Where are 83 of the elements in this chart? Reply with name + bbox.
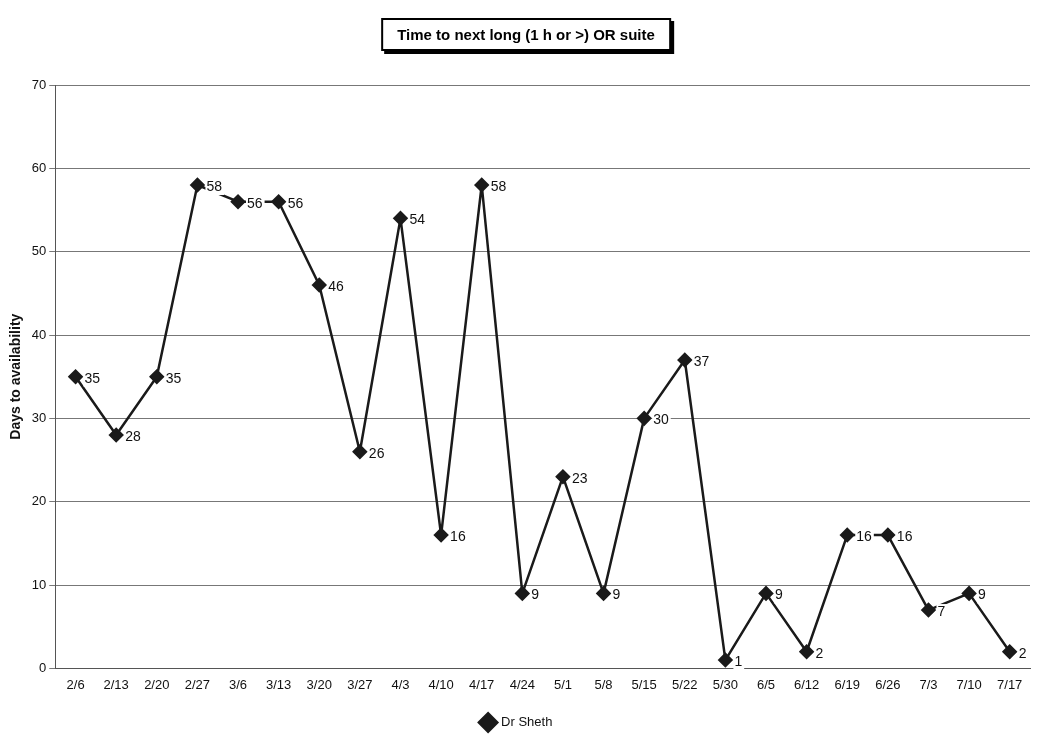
data-label: 30 (653, 411, 669, 428)
legend-label: Dr Sheth (501, 714, 553, 730)
x-tick-label: 4/17 (469, 676, 495, 692)
data-label: 16 (856, 527, 873, 544)
x-tick-label: 5/8 (594, 676, 613, 692)
x-tick-label: 3/27 (347, 676, 373, 692)
data-label: 28 (125, 427, 141, 444)
x-tick-label: 6/5 (756, 676, 776, 692)
point (108, 427, 124, 443)
x-tick-label: 5/30 (712, 676, 739, 692)
data-label: 9 (775, 586, 784, 603)
point (149, 369, 165, 384)
data-label: 2 (1018, 644, 1027, 661)
x-tick-label: 6/26 (875, 676, 901, 692)
chart-title: Time to next long (1 h or >) OR suite (381, 18, 671, 51)
x-tick-label: 7/3 (919, 676, 938, 692)
x-tick-label: 2/27 (184, 676, 211, 692)
point (230, 194, 246, 209)
data-label: 23 (571, 469, 588, 486)
point (718, 652, 733, 668)
x-tick-label: 4/3 (391, 676, 410, 692)
data-label: 56 (247, 194, 263, 211)
data-label: 16 (450, 527, 466, 544)
point (68, 369, 83, 384)
point (271, 194, 286, 209)
y-tick-label: 20 (31, 493, 47, 509)
data-label: 54 (409, 211, 426, 228)
data-label: 2 (815, 644, 824, 661)
y-tick-label: 50 (31, 243, 47, 259)
data-label: 56 (287, 194, 304, 211)
point (758, 586, 774, 601)
point (474, 177, 489, 193)
data-label: 58 (490, 177, 507, 194)
data-label: 37 (693, 352, 710, 369)
point (393, 211, 408, 226)
x-tick-label: 6/19 (834, 676, 860, 692)
x-tick-label: 2/13 (103, 676, 129, 692)
point (839, 527, 855, 543)
data-label: 9 (612, 586, 621, 603)
data-label: 7 (937, 602, 946, 619)
x-tick-label: 5/22 (672, 676, 698, 692)
point (921, 602, 936, 618)
point (880, 527, 896, 543)
data-label: 46 (328, 277, 345, 294)
point (555, 469, 571, 484)
data-label: 26 (368, 444, 385, 461)
data-label: 58 (206, 177, 223, 194)
x-tick-label: 7/17 (997, 676, 1023, 692)
y-tick-label: 0 (39, 659, 47, 675)
data-label: 9 (978, 586, 987, 603)
x-tick-label: 7/10 (956, 676, 982, 692)
point (596, 586, 611, 601)
y-tick-label: 10 (31, 576, 47, 592)
x-tick-label: 2/20 (144, 676, 170, 692)
x-tick-label: 3/13 (265, 676, 292, 692)
point (433, 527, 449, 543)
point (1002, 644, 1017, 659)
x-tick-label: 2/6 (66, 676, 85, 692)
x-tick-label: 5/1 (553, 676, 572, 692)
y-tick-label: 40 (31, 326, 47, 342)
y-tick-label: 30 (31, 409, 47, 425)
point (961, 586, 977, 601)
point (515, 586, 530, 601)
x-tick-label: 4/24 (509, 676, 535, 692)
x-tick-label: 5/15 (631, 676, 657, 692)
data-label: 1 (734, 652, 743, 669)
point (190, 177, 205, 193)
data-label: 35 (84, 369, 101, 386)
x-tick-label: 4/10 (428, 676, 454, 692)
x-tick-label: 3/20 (306, 676, 332, 692)
point (352, 444, 368, 459)
y-axis-title: Days to availability (7, 313, 24, 440)
y-tick-label: 70 (31, 76, 47, 92)
x-tick-label: 3/6 (228, 676, 248, 692)
x-tick-label: 6/12 (793, 676, 820, 692)
point (312, 277, 327, 293)
point (636, 411, 652, 426)
point (677, 352, 693, 368)
data-label: 9 (531, 586, 540, 603)
data-label: 35 (165, 369, 182, 386)
data-label: 16 (896, 527, 913, 544)
y-tick-label: 60 (31, 159, 47, 175)
point (799, 644, 814, 659)
